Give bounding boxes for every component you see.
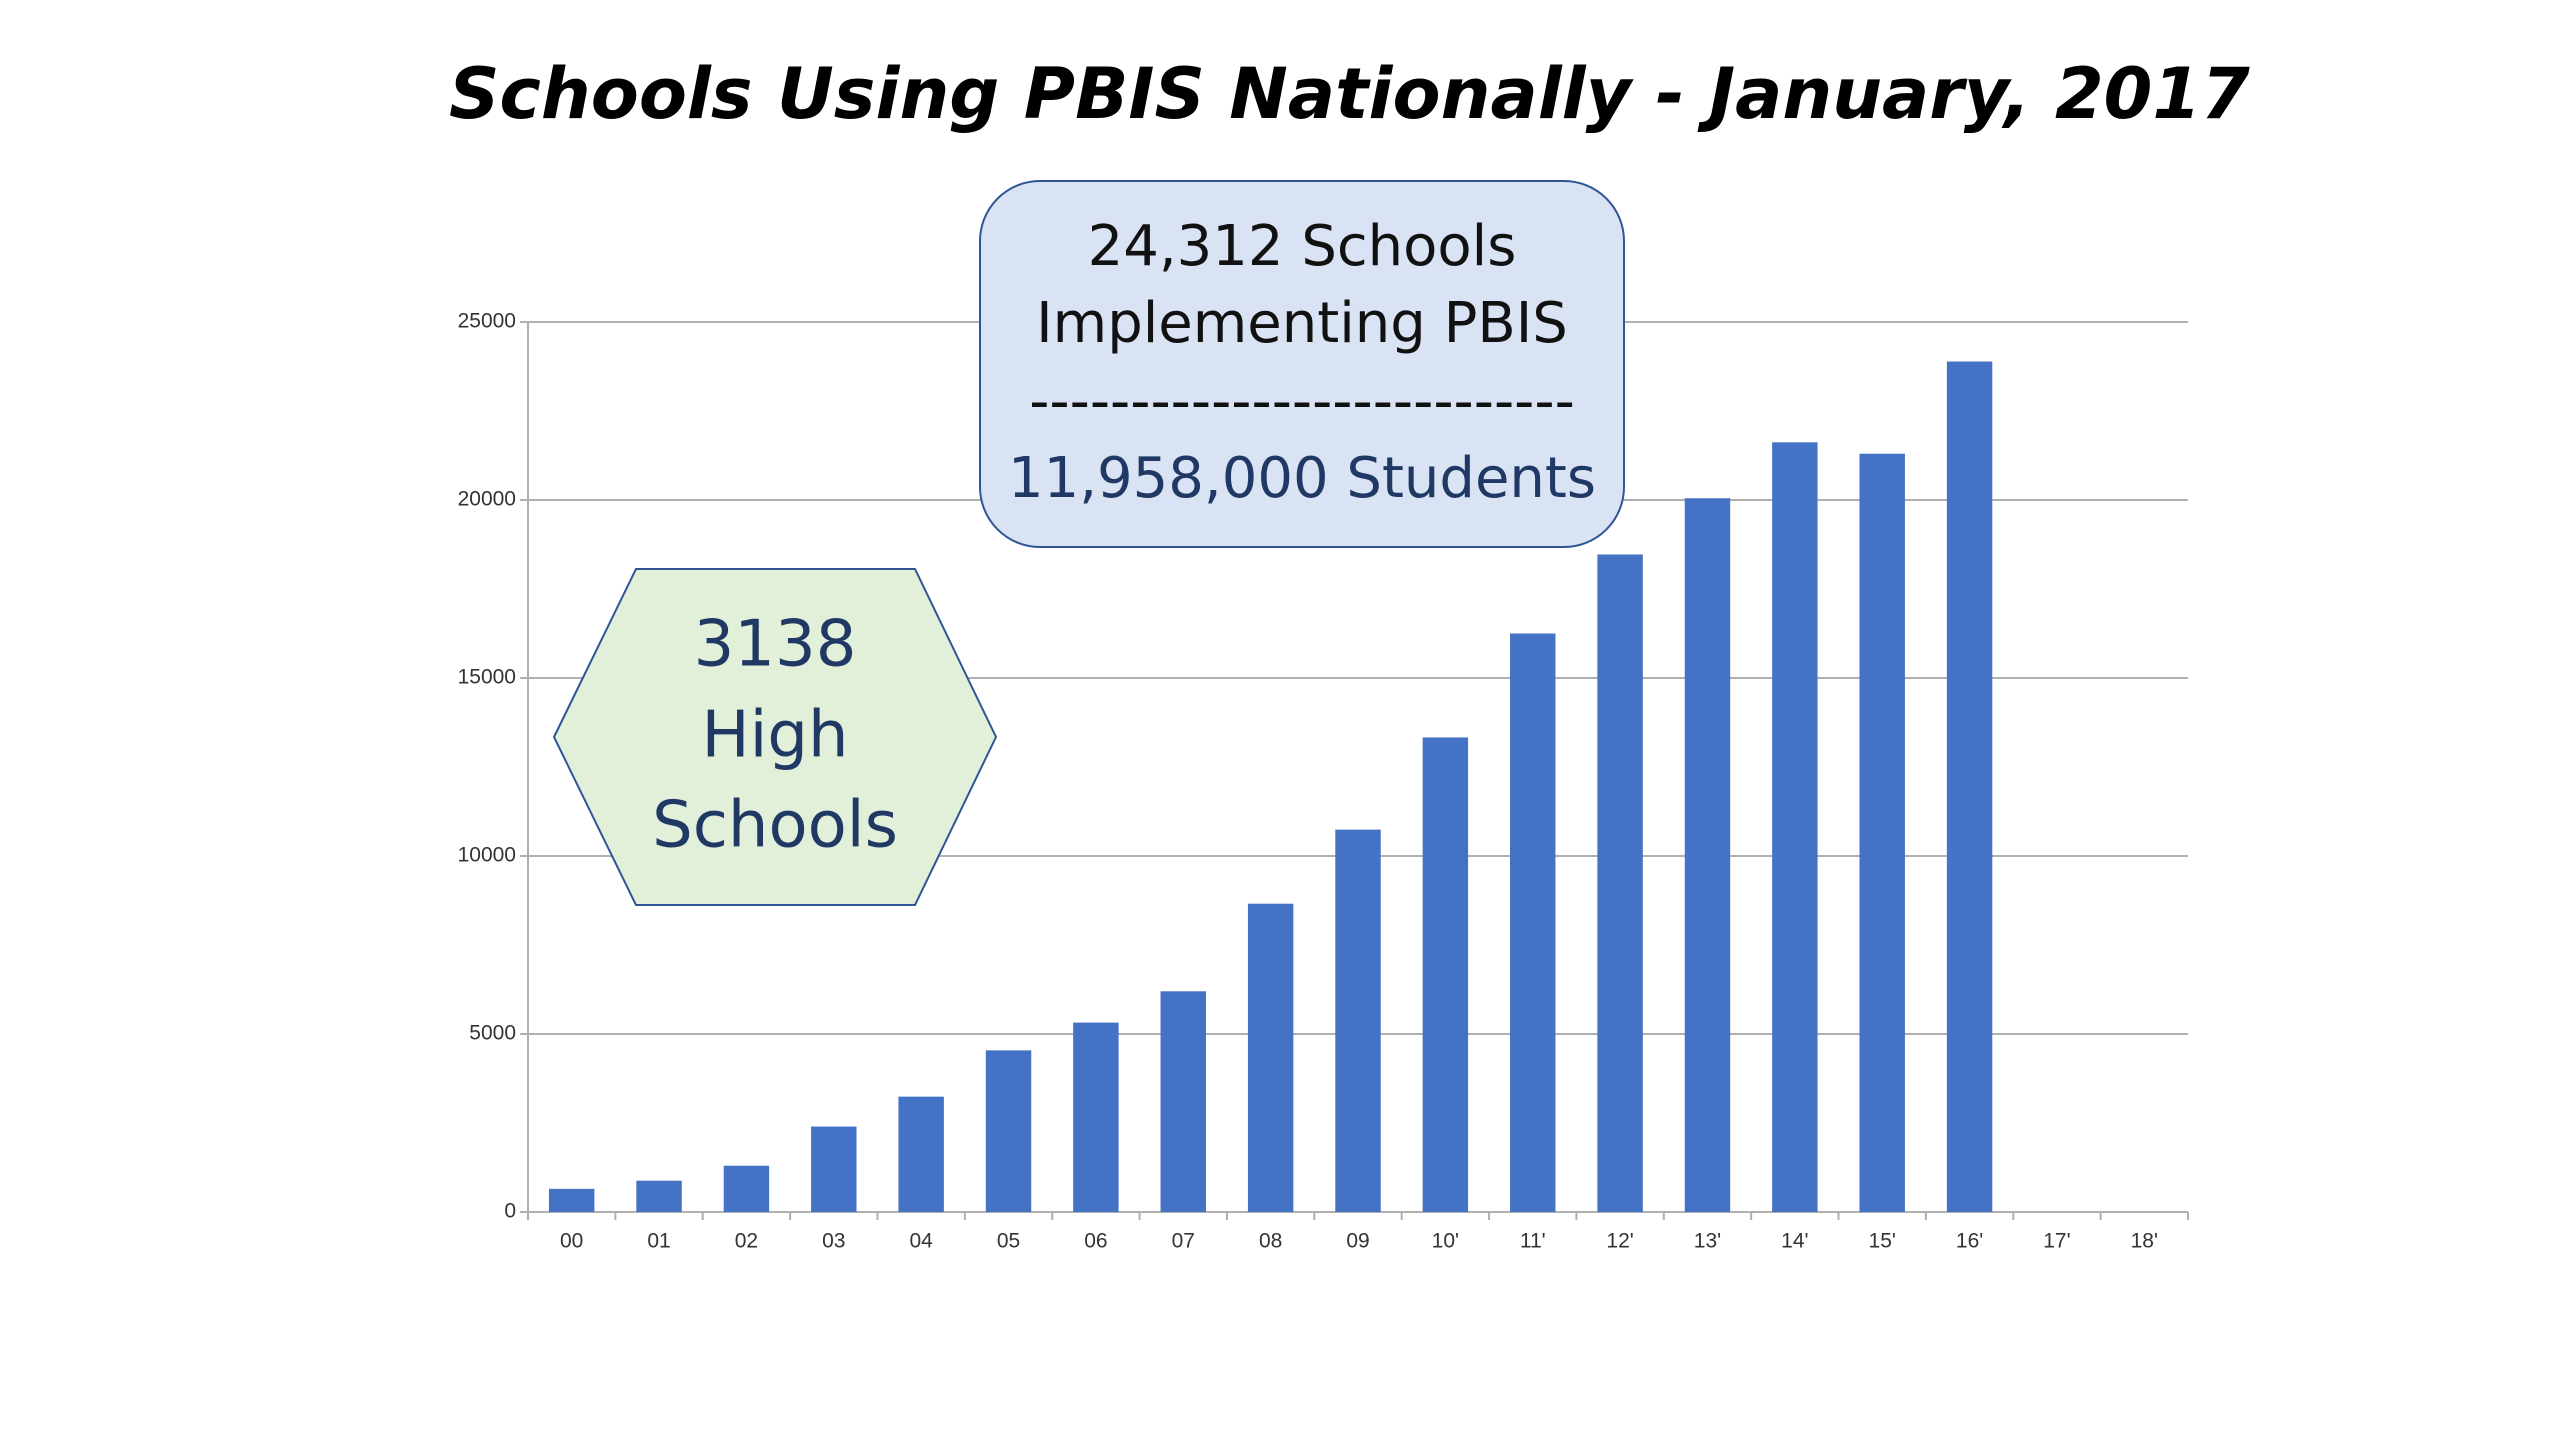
callout-text: 11,958,000 Students bbox=[1008, 446, 1596, 511]
x-tick-label: 05 bbox=[997, 1230, 1020, 1253]
y-tick-label: 15000 bbox=[458, 666, 516, 689]
x-tick-label: 18' bbox=[2131, 1230, 2158, 1253]
bar bbox=[985, 1050, 1032, 1212]
y-tick-label: 25000 bbox=[458, 310, 516, 333]
callout-text: --------------------------- bbox=[1029, 369, 1575, 434]
x-tick-label: 01 bbox=[647, 1230, 670, 1253]
x-tick-label: 02 bbox=[735, 1230, 758, 1253]
bar bbox=[1597, 554, 1643, 1212]
x-tick-label: 03 bbox=[822, 1230, 845, 1253]
x-tick-label: 12' bbox=[1606, 1230, 1633, 1253]
x-tick-label: 14' bbox=[1781, 1230, 1808, 1253]
hexagon bbox=[552, 568, 998, 906]
bar bbox=[1073, 1022, 1119, 1212]
hexagon-text: 3138 bbox=[694, 608, 857, 682]
callout-box bbox=[979, 180, 1625, 548]
bar bbox=[1859, 453, 1905, 1213]
x-tick-label: 06 bbox=[1084, 1230, 1107, 1253]
callout-text: Implementing PBIS bbox=[1036, 291, 1568, 356]
hexagon-text: Schools bbox=[652, 789, 898, 863]
bar bbox=[1247, 903, 1294, 1212]
bar bbox=[1772, 442, 1818, 1212]
bar bbox=[898, 1096, 944, 1212]
x-tick-label: 00 bbox=[560, 1230, 583, 1253]
y-tick-label: 5000 bbox=[469, 1022, 516, 1045]
bar bbox=[811, 1126, 857, 1212]
bar bbox=[548, 1188, 595, 1212]
x-tick-label: 10' bbox=[1432, 1230, 1459, 1253]
x-tick-label: 17' bbox=[2043, 1230, 2070, 1253]
x-tick-label: 08 bbox=[1259, 1230, 1282, 1253]
x-tick-label: 11' bbox=[1520, 1230, 1546, 1253]
hexagon-text: High bbox=[701, 699, 848, 773]
bar bbox=[1160, 991, 1206, 1212]
bar bbox=[1946, 361, 1993, 1212]
x-tick-label: 07 bbox=[1172, 1230, 1195, 1253]
bar bbox=[1335, 829, 1381, 1212]
x-tick-label: 09 bbox=[1346, 1230, 1369, 1253]
x-tick-label: 16' bbox=[1956, 1230, 1983, 1253]
bar bbox=[636, 1180, 682, 1212]
x-tick-label: 04 bbox=[909, 1230, 933, 1253]
y-tick-label: 0 bbox=[504, 1200, 516, 1223]
bar bbox=[1422, 737, 1469, 1212]
bar bbox=[723, 1165, 770, 1212]
callout-text: 24,312 Schools bbox=[1088, 214, 1517, 279]
y-tick-label: 20000 bbox=[458, 488, 516, 511]
x-tick-label: 15' bbox=[1869, 1230, 1896, 1253]
y-tick-label: 10000 bbox=[458, 844, 516, 867]
bar bbox=[1684, 498, 1731, 1213]
x-tick-label: 13' bbox=[1694, 1230, 1721, 1253]
bar bbox=[1510, 633, 1556, 1212]
chart-title: Schools Using PBIS Nationally - January,… bbox=[449, 53, 2250, 135]
